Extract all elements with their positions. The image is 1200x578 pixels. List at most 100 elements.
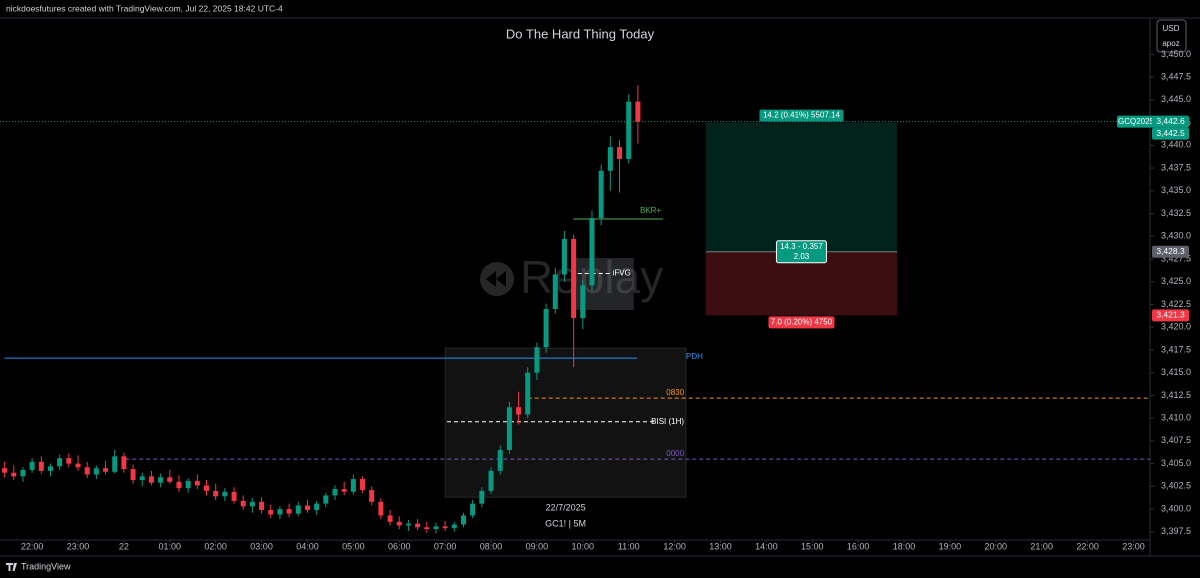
candle-body: [38, 461, 44, 471]
candle-body: [148, 476, 154, 483]
candle-body: [185, 480, 191, 489]
candle-body: [451, 524, 457, 529]
candle-body: [103, 468, 109, 472]
y-tick-label: 3,430.0: [1161, 231, 1191, 241]
candle-body: [231, 491, 237, 501]
candle-body: [580, 285, 586, 319]
candle-body: [222, 491, 228, 497]
y-tick-label: 3,412.5: [1161, 390, 1191, 400]
y-tick-label: 3,437.5: [1161, 162, 1191, 172]
x-tick-label: 23:00: [67, 541, 90, 551]
candle-body: [360, 479, 366, 490]
candle-body: [314, 503, 320, 510]
candle-body: [11, 472, 17, 477]
candle-body: [442, 526, 448, 529]
x-tick-label: 15:00: [801, 541, 824, 551]
candle-body: [268, 509, 274, 515]
level-label: BISI (1H): [651, 417, 684, 426]
candle-body: [598, 170, 604, 219]
x-tick-label: 20:00: [985, 541, 1008, 551]
last-price-tag-bg: [1152, 115, 1189, 128]
replay-icon: [480, 262, 514, 296]
ifvg-label: iFVG: [613, 269, 631, 278]
candle-body: [405, 523, 411, 526]
y-tick-label: 3,450.0: [1161, 49, 1191, 59]
y-tick-label: 3,417.5: [1161, 344, 1191, 354]
candle-body: [571, 238, 577, 319]
stop-price-tag-bg: [1152, 309, 1189, 322]
x-tick-label: 09:00: [526, 541, 549, 551]
candle-body: [488, 470, 494, 491]
x-tick-label: 22: [119, 541, 129, 551]
candle-body: [249, 501, 255, 507]
y-tick-label: 3,415.0: [1161, 367, 1191, 377]
candle-body: [350, 479, 356, 492]
candle-body: [617, 147, 623, 159]
candle-body: [516, 407, 522, 415]
candle-body: [433, 526, 439, 530]
level-label: 0000: [666, 449, 684, 458]
candle-body: [635, 101, 641, 122]
candle-body: [286, 509, 292, 514]
position-target-text: 14.2 (0.41%) 5507.14: [763, 111, 840, 120]
y-tick-label: 3,410.0: [1161, 413, 1191, 423]
y-tick-label: 3,447.5: [1161, 71, 1191, 81]
position-target-text-bg: [759, 109, 844, 122]
x-tick-label: 01:00: [159, 541, 182, 551]
candle-body: [47, 466, 53, 471]
level-label: BKR+: [640, 206, 661, 215]
candle-body: [121, 456, 127, 470]
x-tick-label: 22:00: [1076, 541, 1099, 551]
currency-box[interactable]: [1156, 19, 1187, 53]
footer-brand: TradingView: [21, 561, 71, 571]
candle-body: [415, 523, 421, 528]
symbol-tag: GCQ2025: [1118, 117, 1155, 126]
position-entry-text: 14.3 - 0.357: [780, 242, 823, 251]
candle-body: [369, 489, 375, 502]
x-tick-label: 19:00: [939, 541, 962, 551]
entry-price-tag-bg: [1152, 245, 1189, 258]
candle-body: [194, 480, 200, 486]
candle-body: [506, 407, 512, 450]
candle-body: [543, 309, 549, 348]
candle-body: [176, 481, 182, 489]
candle-body: [204, 485, 210, 491]
stop-price-tag: 3,421.3: [1156, 310, 1185, 320]
y-tick-label: 3,445.0: [1161, 94, 1191, 104]
x-tick-label: 07:00: [434, 541, 457, 551]
candle-body: [534, 347, 540, 373]
last-price-tag: 3,442.6: [1156, 116, 1185, 126]
candle-body: [295, 505, 301, 514]
y-tick-label: 3,440.0: [1161, 140, 1191, 150]
x-tick-label: 10:00: [572, 541, 595, 551]
y-tick-label: 3,405.0: [1161, 458, 1191, 468]
candle-body: [525, 372, 531, 415]
candle-body: [112, 456, 118, 472]
x-tick-label: 11:00: [618, 541, 640, 551]
candle-body: [323, 495, 329, 504]
y-tick-label: 3,425.0: [1161, 276, 1191, 286]
candle-body: [66, 458, 72, 464]
candle-body: [84, 467, 90, 475]
candle-body: [304, 505, 310, 510]
level-label: PDH: [686, 352, 703, 361]
x-tick-label: 21:00: [1030, 541, 1053, 551]
candle-body: [396, 521, 402, 526]
y-tick-label: 3,407.5: [1161, 435, 1191, 445]
y-tick-label: 3,397.5: [1161, 526, 1191, 536]
candle-body: [561, 238, 567, 275]
candle-body: [29, 461, 35, 470]
x-tick-label: 03:00: [250, 541, 273, 551]
x-tick-label: 04:00: [296, 541, 319, 551]
scale-name: apoz: [1162, 39, 1179, 48]
session-box: [444, 347, 687, 498]
y-tick-label: 3,400.0: [1161, 503, 1191, 513]
position-profit-zone: [705, 122, 898, 252]
x-tick-label: 22:00: [21, 541, 44, 551]
x-tick-label: 18:00: [893, 541, 916, 551]
level-label: 0830: [666, 388, 684, 397]
x-tick-label: 05:00: [342, 541, 365, 551]
header-text: nickdoesfutures created with TradingView…: [6, 3, 283, 13]
candle-body: [277, 509, 283, 515]
